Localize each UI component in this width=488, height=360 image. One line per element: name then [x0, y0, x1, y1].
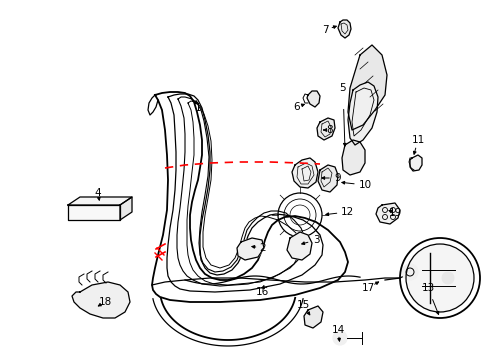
Text: 10: 10 [358, 180, 371, 190]
Polygon shape [409, 155, 421, 171]
Polygon shape [237, 238, 264, 260]
Text: 8: 8 [326, 125, 333, 135]
Circle shape [332, 331, 346, 345]
Polygon shape [347, 45, 386, 130]
Polygon shape [306, 91, 319, 107]
Text: 1: 1 [194, 103, 201, 113]
Text: 14: 14 [331, 325, 344, 335]
Text: 3: 3 [312, 235, 319, 245]
Text: 15: 15 [296, 300, 309, 310]
Circle shape [441, 272, 453, 284]
Polygon shape [120, 197, 132, 220]
Text: 7: 7 [321, 25, 327, 35]
Polygon shape [304, 306, 323, 328]
Text: 16: 16 [255, 287, 268, 297]
Text: 11: 11 [410, 135, 424, 145]
Polygon shape [291, 158, 317, 188]
Text: 19: 19 [387, 208, 401, 218]
Polygon shape [341, 140, 364, 175]
Text: 17: 17 [361, 283, 374, 293]
Polygon shape [317, 165, 337, 192]
Polygon shape [68, 197, 132, 205]
Polygon shape [316, 118, 334, 140]
Text: 18: 18 [98, 297, 111, 307]
Polygon shape [375, 203, 399, 224]
Polygon shape [286, 232, 311, 260]
Circle shape [401, 264, 417, 280]
Text: 12: 12 [340, 207, 353, 217]
Polygon shape [337, 20, 350, 38]
Text: 13: 13 [421, 283, 434, 293]
Text: 9: 9 [334, 173, 341, 183]
Polygon shape [68, 205, 120, 220]
Circle shape [405, 244, 473, 312]
Text: 5: 5 [339, 83, 346, 93]
Polygon shape [347, 82, 377, 145]
Polygon shape [72, 282, 130, 318]
Text: 2: 2 [259, 243, 266, 253]
Text: 4: 4 [95, 188, 101, 198]
Text: 6: 6 [293, 102, 300, 112]
